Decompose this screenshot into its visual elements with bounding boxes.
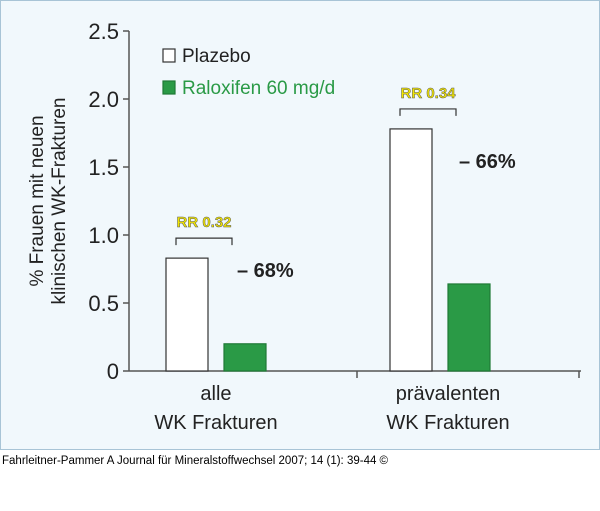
y-tick-label: 1.0 [88, 223, 119, 248]
category-label-line2: WK Frakturen [154, 412, 277, 434]
category-label-line1: alle [200, 383, 231, 405]
rr-label: RR 0.34 [400, 85, 456, 102]
legend-label-plazebo: Plazebo [182, 46, 251, 67]
category-label-line2: WK Frakturen [386, 412, 509, 434]
y-tick-label: 1.5 [88, 155, 119, 180]
bar-plazebo-2 [389, 128, 433, 372]
bar-plazebo-1 [165, 257, 209, 372]
reduction-label: – 66% [459, 151, 516, 173]
legend-swatch-plazebo [162, 48, 176, 63]
y-tick-label: 0 [107, 359, 119, 384]
citation: Fahrleitner-Pammer A Journal für Mineral… [2, 455, 389, 467]
rr-label: RR 0.32 [176, 214, 231, 231]
y-axis-label-line2: klinischen WK-Frakturen [49, 98, 70, 305]
bar-chart: 0 0.5 1.0 1.5 2.0 2.5 % Frauen mit neuen klinis… [27, 19, 581, 434]
category-label-line1: prävalenten [396, 383, 501, 405]
y-axis-label-line1: % Frauen mit neuen [27, 115, 48, 286]
bar-raloxifen-1 [223, 343, 267, 372]
y-tick-label: 2.0 [88, 87, 119, 112]
reduction-label: – 68% [237, 260, 294, 282]
rr-bracket [399, 108, 457, 116]
y-tick-label: 2.5 [88, 19, 119, 44]
chart-panel: 0 0.5 1.0 1.5 2.0 2.5 % Frauen mit neuen klinis… [0, 0, 600, 450]
legend-label-raloxifen: Raloxifen 60 mg/d [182, 78, 335, 99]
bar-raloxifen-2 [447, 283, 491, 372]
y-tick-label: 0.5 [88, 291, 119, 316]
legend-swatch-raloxifen [162, 80, 176, 95]
rr-bracket [175, 237, 233, 246]
